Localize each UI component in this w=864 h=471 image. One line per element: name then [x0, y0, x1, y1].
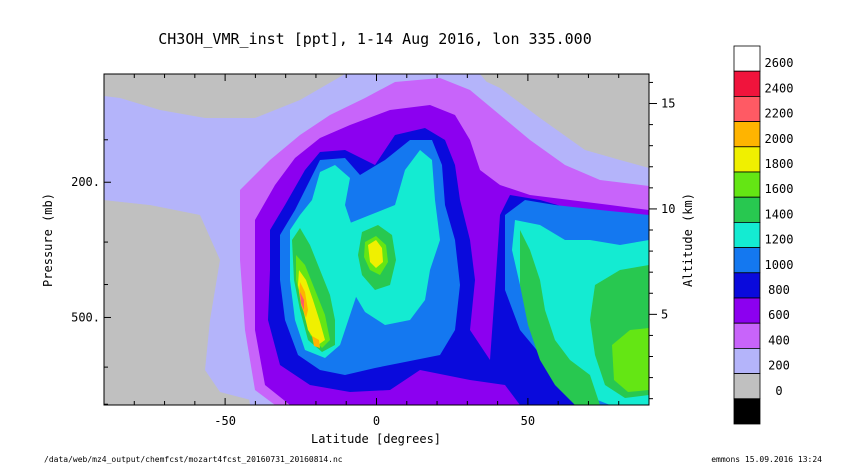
x-tick-label: 0	[373, 414, 380, 428]
colorbar-swatch	[733, 196, 761, 223]
contour-layers	[104, 74, 649, 405]
contour-1800-ne	[612, 328, 649, 392]
colorbar-swatch	[733, 96, 761, 123]
colorbar-level-label: 600	[768, 308, 790, 322]
colorbar-level-label: 1800	[765, 157, 794, 171]
altitude-tick-label: 10	[661, 202, 675, 216]
footer-author-timestamp: emmons 15.09.2016 13:24	[711, 455, 822, 464]
x-axis-label: Latitude [degrees]	[311, 432, 441, 446]
chart-title: CH3OH_VMR_inst [ppt], 1-14 Aug 2016, lon…	[158, 30, 591, 48]
colorbar-swatch	[733, 221, 761, 248]
colorbar-level-label: 2200	[765, 107, 794, 121]
colorbar-level-label: 1600	[765, 182, 794, 196]
colorbar-level-label: 2400	[765, 81, 794, 95]
pressure-tick-label: 200.	[71, 175, 100, 189]
altitude-tick-label: 5	[661, 307, 668, 321]
x-axis: -50 0 50	[133, 74, 620, 428]
colorbar-swatch	[733, 121, 761, 148]
altitude-tick-label: 15	[661, 97, 675, 111]
colorbar-swatch	[733, 297, 761, 324]
pressure-axis: 200. 500.	[71, 139, 111, 405]
colorbar-swatch	[733, 322, 761, 349]
colorbar-swatch	[733, 146, 761, 173]
contour-lowest-nw	[104, 74, 345, 118]
colorbar-level-label: 400	[768, 333, 790, 347]
y-axis-right-label: Altitude (km)	[681, 193, 695, 287]
colorbar-level-label: 2600	[765, 56, 794, 70]
colorbar-level-label: 1400	[765, 207, 794, 221]
pressure-tick-label: 500.	[71, 310, 100, 324]
colorbar-swatch	[733, 347, 761, 374]
colorbar-swatch	[733, 45, 761, 72]
colorbar-swatch	[733, 70, 761, 97]
x-tick-label: 50	[521, 414, 535, 428]
y-axis-left-label: Pressure (mb)	[41, 193, 55, 287]
colorbar-level-label: 200	[768, 359, 790, 373]
colorbar-level-label: 1000	[765, 258, 794, 272]
colorbar-level-label: 2000	[765, 132, 794, 146]
contour-2400-max	[300, 292, 304, 310]
colorbar-swatch	[733, 398, 761, 425]
contour-2000-central	[368, 240, 383, 268]
colorbar: 2600240022002000180016001400120010008006…	[733, 45, 794, 425]
contour-plot	[104, 74, 649, 405]
contour-2000-south	[298, 270, 325, 345]
colorbar-swatch	[733, 171, 761, 198]
contour-2200-lower	[312, 336, 320, 348]
colorbar-swatch	[733, 247, 761, 274]
altitude-axis: 15 10 5	[649, 81, 675, 400]
colorbar-level-label: 0	[775, 384, 782, 398]
contour-1600-north	[520, 230, 600, 405]
colorbar-level-label: 1200	[765, 233, 794, 247]
colorbar-swatch	[733, 272, 761, 299]
footer-file-path: /data/web/mz4_output/chemfcst/mozart4fcs…	[44, 455, 343, 464]
colorbar-level-label: 800	[768, 283, 790, 297]
colorbar-swatch	[733, 373, 761, 400]
x-tick-label: -50	[214, 414, 236, 428]
